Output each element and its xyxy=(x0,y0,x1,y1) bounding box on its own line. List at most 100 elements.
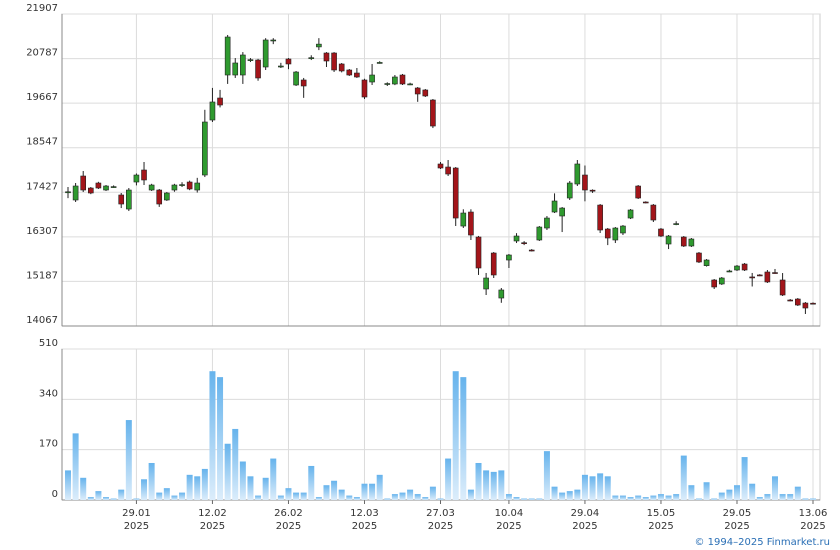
candle-body xyxy=(673,223,679,225)
volume-bar xyxy=(756,497,763,500)
volume-bar xyxy=(353,497,360,500)
volume-bar xyxy=(741,457,748,500)
volume-bar xyxy=(490,471,497,500)
candle-body xyxy=(270,39,277,42)
y-tick-label: 21907 xyxy=(26,3,58,14)
candle-body xyxy=(597,204,603,231)
candle-body xyxy=(316,43,322,48)
candle-body xyxy=(574,163,581,185)
volume-bar xyxy=(262,477,269,500)
candle-body xyxy=(460,212,467,227)
volume-bar xyxy=(414,494,421,500)
volume-bar xyxy=(95,491,102,500)
candle-body xyxy=(376,62,383,64)
volume-bar xyxy=(293,492,300,500)
y-tick-label: 510 xyxy=(39,338,58,349)
candle-body xyxy=(194,182,201,191)
candle-body xyxy=(202,121,208,176)
candle-body xyxy=(430,99,436,127)
candle-body xyxy=(779,279,786,296)
candle-body xyxy=(133,174,140,183)
candle-body xyxy=(217,97,223,106)
volume-bar xyxy=(566,491,573,500)
volume-bar xyxy=(445,458,452,500)
volume-bar xyxy=(171,495,178,500)
volume-bar xyxy=(779,494,786,500)
x-tick-year: 2025 xyxy=(496,521,521,532)
volume-bar xyxy=(703,482,710,500)
volume-bar xyxy=(391,494,398,500)
x-tick-year: 2025 xyxy=(276,521,301,532)
volume-bar xyxy=(300,492,307,500)
volume-bar xyxy=(718,492,725,500)
volume-bar xyxy=(543,451,550,500)
candle-body xyxy=(658,228,664,237)
volume-bar xyxy=(673,494,680,500)
volume-bar xyxy=(604,476,611,500)
volume-bar xyxy=(528,498,535,500)
volume-bar xyxy=(103,497,110,500)
candle-body xyxy=(718,277,725,285)
candle-body xyxy=(80,175,87,191)
volume-bar xyxy=(810,498,817,500)
volume-bar xyxy=(619,495,626,500)
candle-body xyxy=(521,242,527,245)
candle-body xyxy=(582,174,588,191)
volume-bar xyxy=(285,488,292,500)
candle-body xyxy=(95,182,102,189)
x-tick-label: 15.05 xyxy=(647,508,676,519)
candle-body xyxy=(604,228,611,239)
candle-body xyxy=(422,89,429,97)
candle-body xyxy=(148,184,155,191)
volume-bar xyxy=(642,497,649,500)
candle-body xyxy=(756,274,763,277)
volume-bar xyxy=(399,492,406,500)
volume-bar xyxy=(726,489,733,500)
x-tick-year: 2025 xyxy=(352,521,377,532)
volume-bar xyxy=(429,486,436,500)
candle-body xyxy=(179,184,185,186)
x-tick-label: 10.04 xyxy=(495,508,524,519)
volume-bar xyxy=(437,498,444,500)
volume-bar xyxy=(460,377,467,500)
candle-body xyxy=(72,185,79,201)
volume-bar xyxy=(308,465,315,500)
y-tick-label: 16307 xyxy=(26,226,58,237)
x-tick-label: 29.01 xyxy=(122,508,151,519)
x-tick-year: 2025 xyxy=(200,521,225,532)
candle-body xyxy=(156,189,163,205)
candle-body xyxy=(65,191,71,194)
volume-bar xyxy=(612,495,619,500)
volume-bar xyxy=(536,498,543,500)
candle-body xyxy=(293,71,299,86)
candle-body xyxy=(414,87,421,95)
candle-body xyxy=(346,69,353,76)
candle-body xyxy=(650,204,657,221)
candle-body xyxy=(635,185,641,199)
candle-body xyxy=(475,236,482,269)
candle-body xyxy=(665,235,672,245)
volume-bar xyxy=(148,462,155,500)
y-tick-label: 18547 xyxy=(26,137,58,148)
volume-bar xyxy=(733,485,740,500)
candle-body xyxy=(810,302,816,305)
candle-body xyxy=(141,169,147,181)
candle-body xyxy=(103,185,109,191)
volume-bar xyxy=(255,495,262,500)
candle-body xyxy=(118,194,125,205)
volume-bar xyxy=(118,489,125,500)
candle-body xyxy=(749,276,755,279)
candle-body xyxy=(224,36,231,76)
volume-bar xyxy=(802,498,809,500)
candle-body xyxy=(680,236,687,247)
volume-bar xyxy=(376,474,383,500)
candle-body xyxy=(399,74,406,85)
volume-bar xyxy=(331,480,338,500)
volume-bar xyxy=(361,483,368,500)
candle-body xyxy=(331,52,337,71)
volume-bar xyxy=(217,377,224,500)
x-tick-label: 12.02 xyxy=(198,508,227,519)
volume-bar xyxy=(232,428,239,500)
volume-bar xyxy=(65,470,72,500)
volume-bar xyxy=(156,492,163,500)
